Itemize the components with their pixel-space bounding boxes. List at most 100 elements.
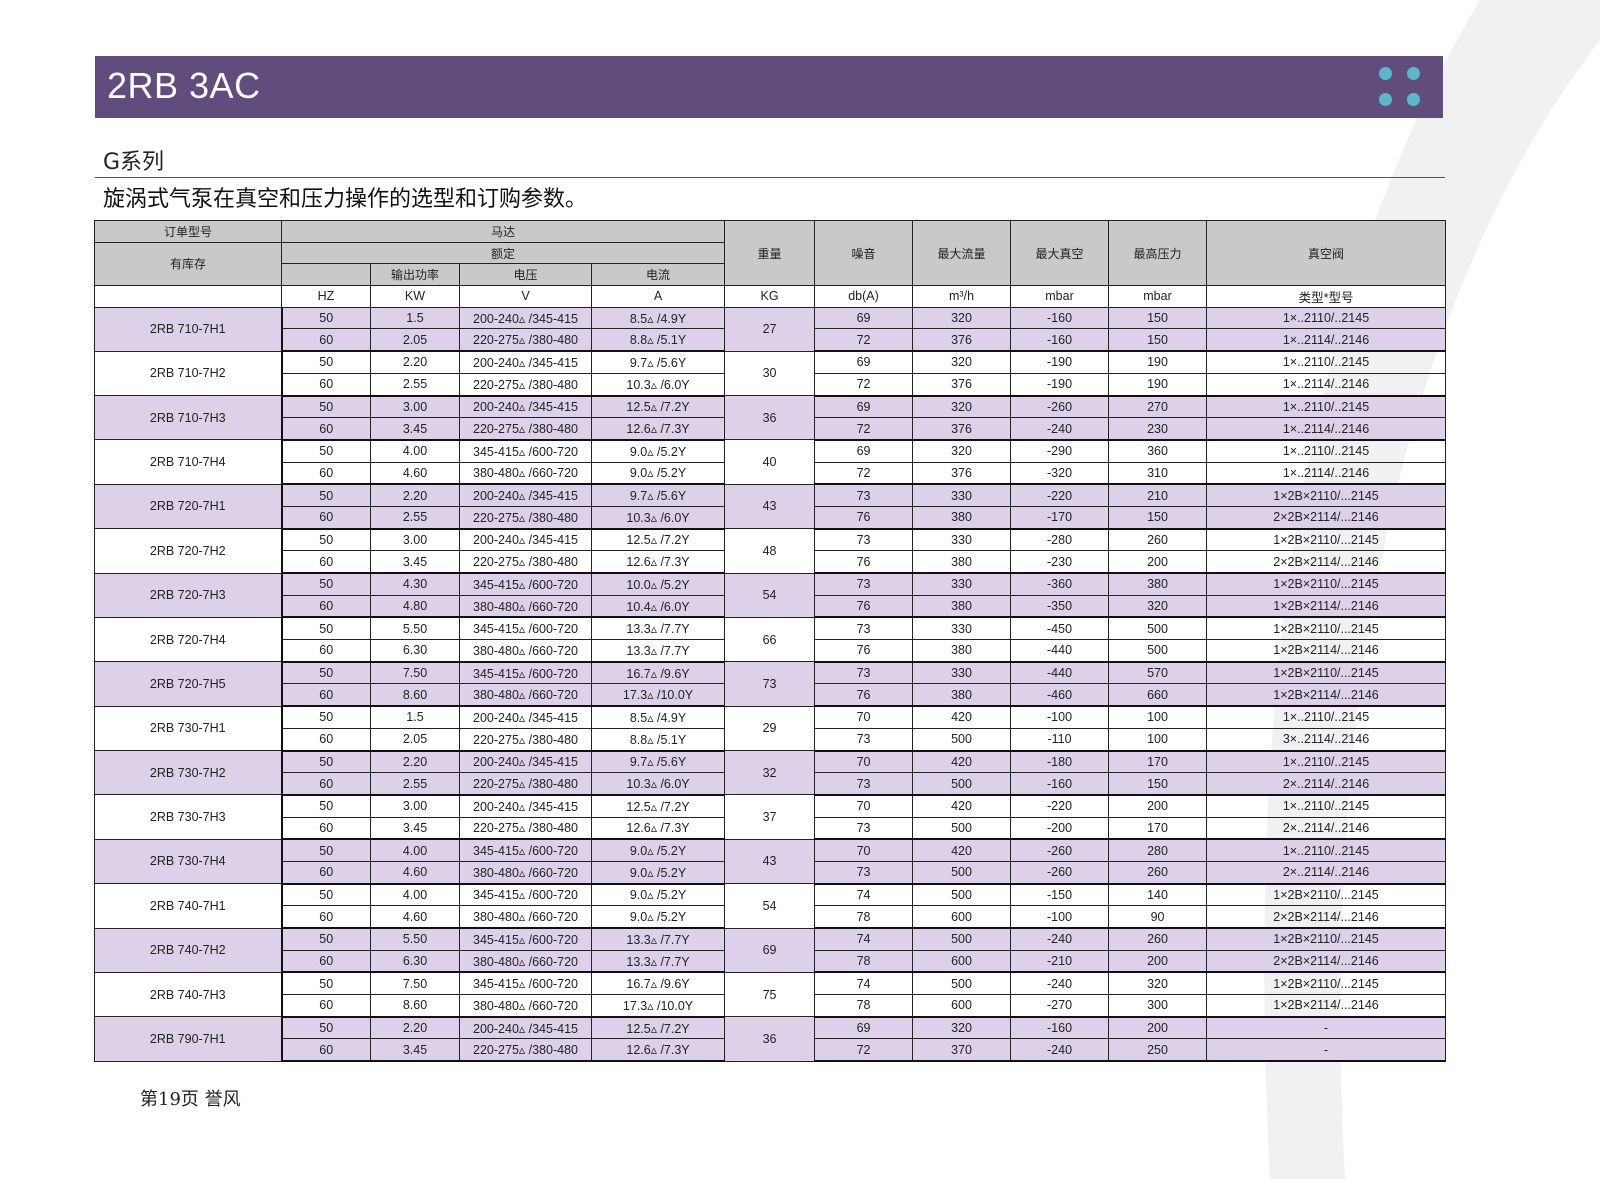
hz-cell: 60: [281, 683, 371, 708]
noise-cell: 69: [814, 439, 914, 463]
weight-cell: 27: [724, 306, 816, 352]
table-row: 2RB 730-7H3 50 3.00 200-240▵ /345-415 12.5▵ …: [94, 794, 1447, 840]
current-cell: 17.3▵ /10.0Y: [590, 683, 726, 708]
model-cell: 2RB 730-7H1: [94, 705, 283, 752]
vacuum-cell: -260: [1010, 394, 1110, 419]
pressure-cell: 310: [1108, 461, 1208, 486]
voltage-cell: 220-275▵ /380-480: [459, 727, 592, 752]
power-cell: 2.55: [370, 372, 460, 397]
table-row: 2RB 720-7H4 50 5.50 345-415▵ /600-720 13.3▵ …: [94, 616, 1447, 663]
weight-cell: 36: [724, 394, 816, 441]
weight-cell: 29: [724, 705, 816, 752]
weight-cell: 30: [724, 350, 816, 397]
current-cell: 12.5▵ /7.2Y: [590, 528, 726, 552]
voltage-cell: 200-240▵ /345-415: [459, 794, 592, 818]
current-cell: 9.0▵ /5.2Y: [590, 883, 726, 907]
model-cell: 2RB 710-7H3: [94, 394, 283, 441]
header-current: 电流: [590, 263, 726, 287]
noise-cell: 74: [814, 927, 914, 951]
power-cell: 1.5: [370, 306, 460, 330]
hz-cell: 50: [281, 794, 371, 818]
pressure-cell: 200: [1108, 949, 1208, 974]
valve-cell: 2×..2114/..2146: [1206, 816, 1447, 841]
voltage-cell: 220-275▵ /380-480: [459, 372, 592, 397]
current-cell: 10.0▵ /5.2Y: [590, 572, 726, 596]
model-cell: 2RB 730-7H2: [94, 749, 283, 796]
noise-cell: 70: [814, 838, 914, 862]
noise-cell: 73: [814, 483, 914, 507]
pressure-cell: 200: [1108, 550, 1208, 575]
pressure-cell: 170: [1108, 816, 1208, 841]
valve-cell: 1×..2110/..2145: [1206, 350, 1447, 374]
table-row: 60 3.45 220-275▵ /380-480 12.6▵ /7.3Y 72 376-…: [95, 417, 1447, 441]
flow-cell: 420: [912, 705, 1012, 729]
current-cell: 16.7▵ /9.6Y: [590, 971, 726, 996]
valve-cell: 1×2B×2114/...2146: [1206, 994, 1447, 1018]
valve-cell: 1×..2110/..2145: [1206, 794, 1447, 818]
current-cell: 12.6▵ /7.3Y: [590, 550, 726, 575]
hz-cell: 60: [281, 905, 371, 930]
noise-cell: 73: [814, 528, 914, 552]
voltage-cell: 220-275▵ /380-480: [459, 328, 592, 353]
weight-cell: 54: [724, 572, 816, 618]
valve-cell: 1×2B×2110/...2145: [1206, 528, 1447, 552]
valve-cell: 1×2B×2110/...2145: [1206, 483, 1447, 507]
vacuum-cell: -280: [1010, 528, 1110, 552]
current-cell: 8.8▵ /5.1Y: [590, 727, 726, 752]
weight-cell: 43: [724, 483, 816, 530]
weight-cell: 54: [724, 883, 816, 929]
power-cell: 2.20: [370, 1016, 460, 1040]
table-row: 60 3.45 220-275▵ /380-480 12.6▵ /7.3Y 76 380-…: [95, 550, 1447, 575]
header-rated: 额定: [280, 241, 726, 265]
hz-cell: 50: [281, 971, 371, 996]
power-cell: 7.50: [370, 971, 460, 996]
voltage-cell: 380-480▵ /660-720: [459, 639, 592, 663]
current-cell: 13.3▵ /7.7Y: [590, 949, 726, 974]
table-row: 2RB 710-7H4 50 4.00 345-415▵ /600-720 9.0▵ /…: [94, 439, 1447, 485]
power-cell: 4.60: [370, 860, 460, 885]
table-row: 60 2.05 220-275▵ /380-480 8.8▵ /5.1Y 72 376 -1…: [95, 328, 1447, 353]
unit-cell: KG: [724, 285, 816, 308]
noise-cell: 76: [814, 683, 914, 708]
pressure-cell: 190: [1108, 372, 1208, 397]
vacuum-cell: -240: [1010, 417, 1110, 441]
vacuum-cell: -440: [1010, 639, 1110, 663]
vacuum-cell: -350: [1010, 594, 1110, 619]
pressure-cell: 230: [1108, 417, 1208, 441]
power-cell: 6.30: [370, 639, 460, 663]
power-cell: 4.80: [370, 594, 460, 619]
noise-cell: 72: [814, 372, 914, 397]
flow-cell: 320: [912, 1016, 1012, 1040]
vacuum-cell: -220: [1010, 794, 1110, 818]
valve-cell: 1×..2110/..2145: [1206, 439, 1447, 463]
table-row: 2RB 730-7H1 50 1.5 200-240▵ /345-415 8.5▵ /4…: [94, 705, 1447, 752]
hz-cell: 60: [281, 550, 371, 575]
valve-cell: 1×..2110/..2145: [1206, 394, 1447, 419]
flow-cell: 320: [912, 439, 1012, 463]
pressure-cell: 280: [1108, 838, 1208, 862]
power-cell: 4.00: [370, 883, 460, 907]
current-cell: 8.5▵ /4.9Y: [590, 306, 726, 330]
power-cell: 2.20: [370, 749, 460, 774]
current-cell: 12.6▵ /7.3Y: [590, 417, 726, 441]
section-subtitle: 旋涡式气泵在真空和压力操作的选型和订购参数。: [103, 187, 588, 212]
pressure-cell: 210: [1108, 483, 1208, 507]
table-row: 2RB 720-7H1 50 2.20 200-240▵ /345-415 9.7▵ /…: [94, 483, 1447, 530]
table-body: 2RB 710-7H1 50 1.5 200-240▵ /345-415 8.5▵ /4…: [94, 306, 1447, 1063]
power-cell: 5.50: [370, 616, 460, 641]
voltage-cell: 220-275▵ /380-480: [459, 550, 592, 575]
valve-cell: 1×..2110/..2145: [1206, 306, 1447, 330]
table-row: 2RB 790-7H1 50 2.20 200-240▵ /345-415 12.5▵ …: [94, 1016, 1447, 1062]
vacuum-cell: -360: [1010, 572, 1110, 596]
flow-cell: 330: [912, 661, 1012, 685]
table-row: 2RB 720-7H2 50 3.00 200-240▵ /345-415 12.5▵ …: [94, 528, 1447, 574]
vacuum-cell: -460: [1010, 683, 1110, 708]
hz-cell: 60: [281, 772, 371, 796]
vacuum-cell: -190: [1010, 350, 1110, 374]
valve-cell: 1×2B×2110/...2145: [1206, 927, 1447, 951]
valve-cell: 1×2B×2110/...2145: [1206, 572, 1447, 596]
flow-cell: 380: [912, 550, 1012, 575]
pressure-cell: 150: [1108, 772, 1208, 796]
voltage-cell: 220-275▵ /380-480: [459, 772, 592, 796]
power-cell: 4.60: [370, 461, 460, 486]
